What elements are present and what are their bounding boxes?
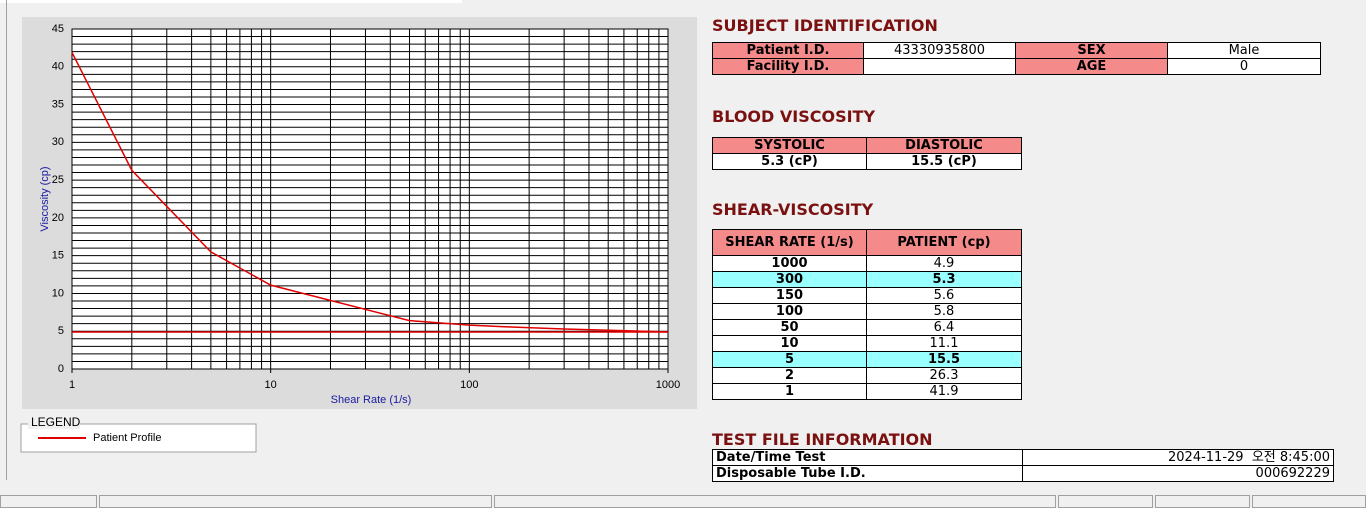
y-tick-label: 40: [52, 61, 64, 73]
status-cell: [1058, 495, 1153, 508]
field-label: Date/Time Test: [712, 449, 1023, 466]
y-tick-label: 15: [52, 250, 64, 262]
x-axis-label: Shear Rate (1/s): [331, 394, 412, 406]
blood-table: SYSTOLIC DIASTOLIC 5.3 (cP) 15.5 (cP): [712, 137, 1022, 170]
rate-cell: 50: [712, 319, 867, 336]
patient-cell: 15.5: [866, 351, 1022, 368]
patient-cell: 11.1: [866, 335, 1022, 352]
row: 100 5.8: [712, 303, 1022, 320]
row: 300 5.3: [712, 271, 1022, 288]
frame-edge: [6, 0, 7, 480]
patient-cell: 5.8: [866, 303, 1022, 320]
legend-title-bg: [28, 417, 80, 429]
field-value: 0: [1167, 58, 1321, 75]
field-value: [863, 58, 1016, 75]
table-body: Patient I.D. 43330935800 SEX Male Facility I…: [712, 42, 1321, 75]
rate-cell: 1: [712, 383, 867, 400]
y-tick-label: 20: [52, 212, 64, 224]
legend-title: LEGEND: [31, 415, 81, 429]
status-cell: [1252, 495, 1366, 508]
y-axis-label: Viscosity (cp): [39, 166, 51, 231]
section-title: SHEAR-VISCOSITY: [712, 200, 874, 219]
table-body: SHEAR RATE (1/s) PATIENT (cp) 1000 4.9 300 5.…: [712, 229, 1022, 400]
header-row: SYSTOLIC DIASTOLIC: [712, 137, 1022, 154]
row: Disposable Tube I.D. 000692229: [712, 465, 1334, 482]
section-title: SUBJECT IDENTIFICATION: [712, 16, 938, 35]
field-value: 2024-11-29 오전 8:45:00: [1022, 449, 1334, 466]
y-tick-label: 5: [58, 325, 64, 337]
patient-cell: 6.4: [866, 319, 1022, 336]
row: 5 15.5: [712, 351, 1022, 368]
field-label: AGE: [1015, 58, 1168, 75]
row: Facility I.D. AGE 0: [712, 58, 1321, 75]
table-body: SYSTOLIC DIASTOLIC 5.3 (cP) 15.5 (cP): [712, 137, 1022, 170]
rate-cell: 150: [712, 287, 867, 304]
status-cell: [99, 495, 492, 508]
field-value: Male: [1167, 42, 1321, 59]
row: 2 26.3: [712, 367, 1022, 384]
status-cell: [1155, 495, 1250, 508]
header-cell: DIASTOLIC: [866, 137, 1022, 154]
test-file-table: Date/Time Test 2024-11-29 오전 8:45:00 Dispo…: [712, 449, 1334, 482]
table-body: Date/Time Test 2024-11-29 오전 8:45:00 Dispo…: [712, 449, 1334, 482]
y-tick-label: 30: [52, 136, 64, 148]
patient-cell: 4.9: [866, 255, 1022, 272]
y-tick-label: 0: [58, 363, 64, 375]
chart: LEGEND Shear Rate (1/s) Viscosity (cp) 0…: [20, 17, 697, 453]
row: 10 11.1: [712, 335, 1022, 352]
rate-cell: 2: [712, 367, 867, 384]
patient-cell: 26.3: [866, 367, 1022, 384]
y-tick-label: 10: [52, 287, 64, 299]
plot-border: [71, 28, 669, 370]
rate-cell: 1000: [712, 255, 867, 272]
status-cell: [494, 495, 1056, 508]
rate-cell: 10: [712, 335, 867, 352]
patient-cell: 41.9: [866, 383, 1022, 400]
header-row: SHEAR RATE (1/s) PATIENT (cp): [712, 229, 1022, 256]
field-label: Patient I.D.: [712, 42, 864, 59]
row: Date/Time Test 2024-11-29 오전 8:45:00: [712, 449, 1334, 466]
section-title: TEST FILE INFORMATION: [712, 430, 933, 449]
field-label: Disposable Tube I.D.: [712, 465, 1023, 482]
row: 150 5.6: [712, 287, 1022, 304]
field-value: 000692229: [1022, 465, 1334, 482]
row: 5.3 (cP) 15.5 (cP): [712, 153, 1022, 170]
top-strip: [0, 0, 462, 3]
y-tick-label: 35: [52, 98, 64, 110]
subject-table: Patient I.D. 43330935800 SEX Male Facility I…: [712, 42, 1321, 75]
x-tick-label: 10: [265, 379, 277, 391]
y-tick-label: 25: [52, 174, 64, 186]
x-tick-label: 100: [460, 379, 478, 391]
header-cell: SYSTOLIC: [712, 137, 867, 154]
rate-cell: 100: [712, 303, 867, 320]
field-label: Facility I.D.: [712, 58, 864, 75]
section-title: BLOOD VISCOSITY: [712, 107, 876, 126]
value-cell: 15.5 (cP): [866, 153, 1022, 170]
field-value: 43330935800: [863, 42, 1016, 59]
patient-cell: 5.6: [866, 287, 1022, 304]
header-cell: PATIENT (cp): [866, 229, 1022, 256]
rate-cell: 300: [712, 271, 867, 288]
x-tick-label: 1000: [656, 379, 680, 391]
series-line: [71, 52, 669, 333]
row: 1000 4.9: [712, 255, 1022, 272]
row: 1 41.9: [712, 383, 1022, 400]
header-cell: SHEAR RATE (1/s): [712, 229, 867, 256]
row: Patient I.D. 43330935800 SEX Male: [712, 42, 1321, 59]
status-cell: [0, 495, 97, 508]
x-tick-label: 1: [69, 379, 75, 391]
field-label: SEX: [1015, 42, 1168, 59]
plot-area: [72, 29, 668, 369]
rate-cell: 5: [712, 351, 867, 368]
shear-table: SHEAR RATE (1/s) PATIENT (cp) 1000 4.9 300 5.…: [712, 229, 1022, 400]
row: 50 6.4: [712, 319, 1022, 336]
patient-cell: 5.3: [866, 271, 1022, 288]
value-cell: 5.3 (cP): [712, 153, 867, 170]
y-tick-label: 45: [52, 23, 64, 35]
legend-label: Patient Profile: [93, 432, 161, 444]
